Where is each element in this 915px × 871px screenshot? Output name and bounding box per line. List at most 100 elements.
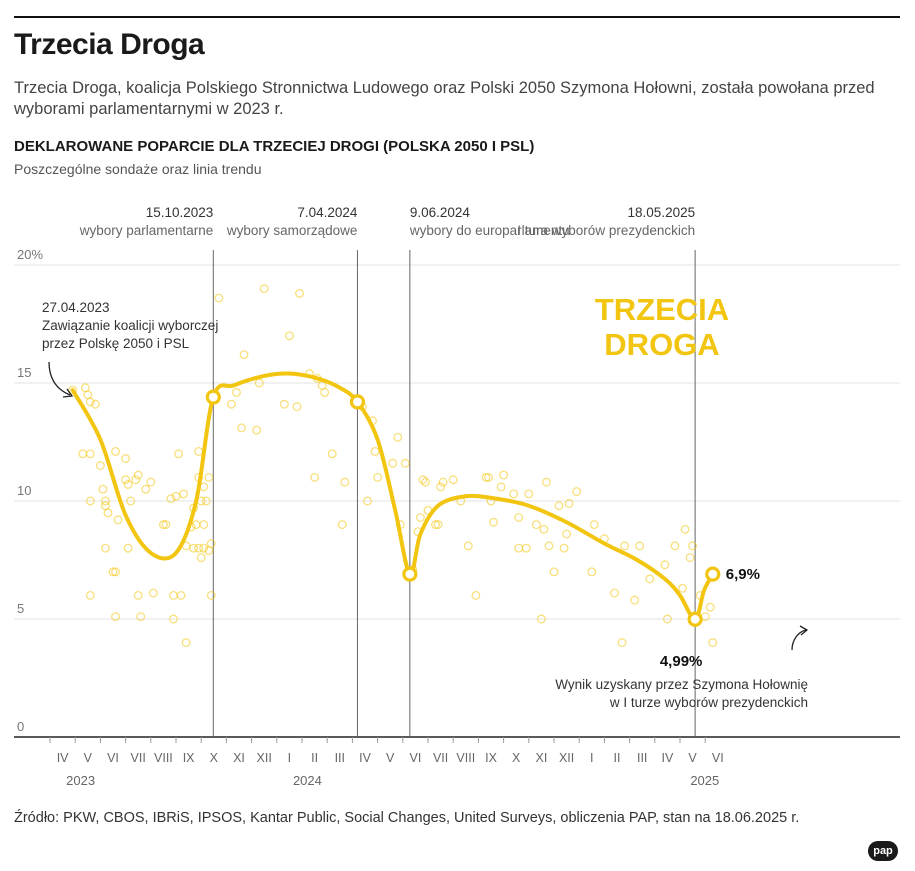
- poll-point: [141, 484, 151, 494]
- poll-point: [559, 543, 569, 553]
- x-month-label: IX: [485, 751, 497, 765]
- trend-marker: [687, 611, 703, 627]
- poll-point: [85, 496, 95, 506]
- poll-point: [660, 560, 670, 570]
- poll-point: [111, 567, 120, 577]
- x-year-label: 2025: [690, 773, 719, 788]
- poll-point: [179, 489, 189, 499]
- event-date: 18.05.2025: [628, 205, 696, 220]
- x-month-label: V: [84, 751, 93, 765]
- poll-point: [521, 543, 531, 553]
- poll-point: [531, 520, 541, 530]
- poll-point: [635, 541, 645, 551]
- chart-subheading: Poszczególne sondaże oraz linia trendu: [14, 161, 262, 177]
- poll-point: [400, 458, 410, 468]
- poll-point: [320, 387, 330, 397]
- poll-point: [108, 567, 118, 577]
- x-month-label: VII: [131, 751, 146, 765]
- x-month-label: V: [386, 751, 395, 765]
- poll-point: [161, 520, 171, 530]
- poll-point: [421, 477, 430, 487]
- annotation-arrow: [48, 361, 71, 396]
- result-value-label: 4,99%: [660, 653, 703, 670]
- poll-point: [121, 454, 131, 463]
- poll-point: [166, 494, 176, 504]
- poll-point: [562, 529, 572, 539]
- poll-point: [337, 520, 347, 530]
- poll-point: [279, 399, 289, 409]
- poll-point: [433, 520, 443, 530]
- poll-point: [415, 513, 425, 522]
- poll-point: [196, 553, 206, 563]
- poll-point: [176, 590, 186, 600]
- annotation-start-text: 27.04.2023: [42, 300, 110, 315]
- poll-point: [292, 402, 302, 412]
- x-month-label: X: [210, 751, 219, 765]
- poll-point: [705, 602, 715, 612]
- poll-point: [680, 524, 690, 534]
- poll-point: [174, 449, 183, 459]
- poll-point: [169, 614, 178, 624]
- event-label: wybory samorządowe: [226, 223, 358, 238]
- poll-point: [85, 590, 95, 600]
- x-month-label: VII: [433, 751, 448, 765]
- x-month-label: VI: [107, 751, 119, 765]
- trend-marker: [705, 566, 721, 582]
- poll-point: [237, 423, 246, 433]
- x-month-label: XII: [559, 751, 574, 765]
- poll-point: [327, 449, 337, 459]
- page-title: Trzecia Droga: [14, 28, 205, 61]
- poll-point: [295, 288, 304, 298]
- poll-point: [620, 541, 630, 551]
- poll-point: [431, 520, 441, 530]
- poll-point: [201, 496, 211, 506]
- poll-point: [524, 489, 534, 499]
- poll-point: [484, 472, 493, 482]
- poll-point: [78, 449, 88, 459]
- end-value-label: 6,9%: [726, 566, 760, 583]
- trend-marker: [349, 394, 366, 410]
- poll-point: [204, 472, 214, 482]
- event-date: 7.04.2024: [297, 205, 358, 220]
- poll-point: [126, 496, 136, 506]
- y-tick-label: 20%: [17, 247, 43, 262]
- y-tick-label: 10: [17, 483, 31, 498]
- poll-point: [448, 475, 458, 485]
- page-subtitle: Trzecia Droga, koalicja Polskiego Stronn…: [14, 79, 875, 118]
- x-month-label: II: [311, 751, 318, 765]
- poll-point: [284, 331, 294, 341]
- poll-point: [252, 425, 262, 435]
- x-month-label: VI: [712, 751, 724, 765]
- x-month-label: XI: [233, 751, 245, 765]
- x-month-label: XII: [257, 751, 272, 765]
- poll-point: [708, 638, 718, 648]
- poll-point: [131, 475, 141, 485]
- poll-point: [204, 546, 214, 556]
- poll-point: [589, 520, 599, 530]
- poll-point: [123, 480, 133, 489]
- poll-point: [481, 472, 491, 482]
- x-month-label: IV: [661, 751, 673, 765]
- series-label: TRZECIA: [595, 292, 729, 327]
- x-month-label: X: [512, 751, 521, 765]
- poll-point: [103, 508, 113, 518]
- poll-point: [123, 543, 133, 553]
- poll-point: [133, 590, 143, 600]
- poll-point: [688, 541, 698, 551]
- poll-point: [489, 517, 498, 527]
- poll-point: [436, 482, 446, 492]
- poll-point: [539, 524, 549, 534]
- trend-line: [70, 371, 715, 622]
- poll-point: [509, 489, 519, 499]
- poll-point: [181, 638, 191, 648]
- y-tick-label: 5: [17, 601, 24, 616]
- poll-point: [121, 475, 131, 485]
- poll-point: [463, 541, 473, 551]
- x-month-label: VIII: [154, 751, 173, 765]
- annotation-result-text: Wynik uzyskany przez Szymona Hołownię: [555, 677, 808, 692]
- poll-point: [199, 520, 209, 530]
- poll-point: [373, 472, 383, 482]
- poll-point: [678, 583, 687, 593]
- event-label: wybory parlamentarne: [79, 223, 214, 238]
- poll-point: [536, 614, 546, 624]
